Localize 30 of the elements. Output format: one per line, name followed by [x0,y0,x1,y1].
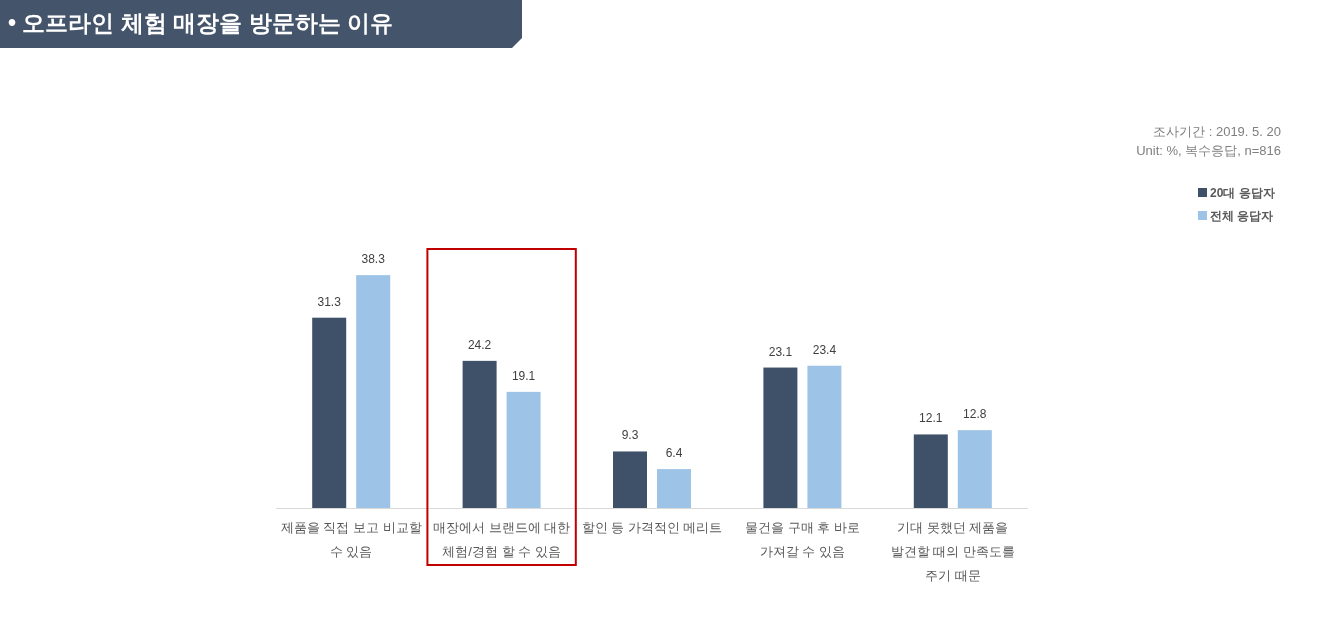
x-tick-label: 물건을 구매 후 바로 가져갈 수 있음 [744,520,860,559]
bar [913,434,948,508]
x-tick-label: 기대 못했던 제품을 발견할 때의 만족도를 주기 때문 [890,520,1015,583]
bar [807,365,842,508]
data-label: 19.1 [511,368,536,383]
bar [613,451,647,508]
data-label: 9.3 [621,428,639,443]
x-tick-label: 제품을 직접 보고 비교할 수 있음 [280,520,422,559]
bar [356,275,391,508]
bar [957,430,992,508]
bar [312,317,347,508]
chart-title: • 오프라인 체험 매장을 방문하는 이유 [8,10,394,36]
data-label: 23.4 [812,342,837,357]
x-tick-label: 할인 등 가격적인 메리트 [581,520,723,535]
bar [763,367,798,508]
data-label: 24.2 [467,337,492,352]
text: Unit: %, 복수응답, n=816 [1136,143,1281,158]
bar [657,469,691,508]
bar [506,391,541,508]
data-label: 38.3 [361,252,386,267]
legend-label: 20대 응답자 [1210,186,1275,200]
data-label: 31.3 [317,294,342,309]
text: 조사기간 : 2019. 5. 20 [1153,124,1281,139]
data-label: 12.8 [963,407,987,422]
data-label: 6.4 [665,446,683,461]
bar [462,360,497,508]
x-tick-label: 매장에서 브랜드에 대한 체험/경험 할 수 있음 [432,520,571,559]
data-label: 12.1 [919,411,943,426]
data-label: 23.1 [768,344,793,359]
legend-label: 전체 응답자 [1210,209,1274,223]
